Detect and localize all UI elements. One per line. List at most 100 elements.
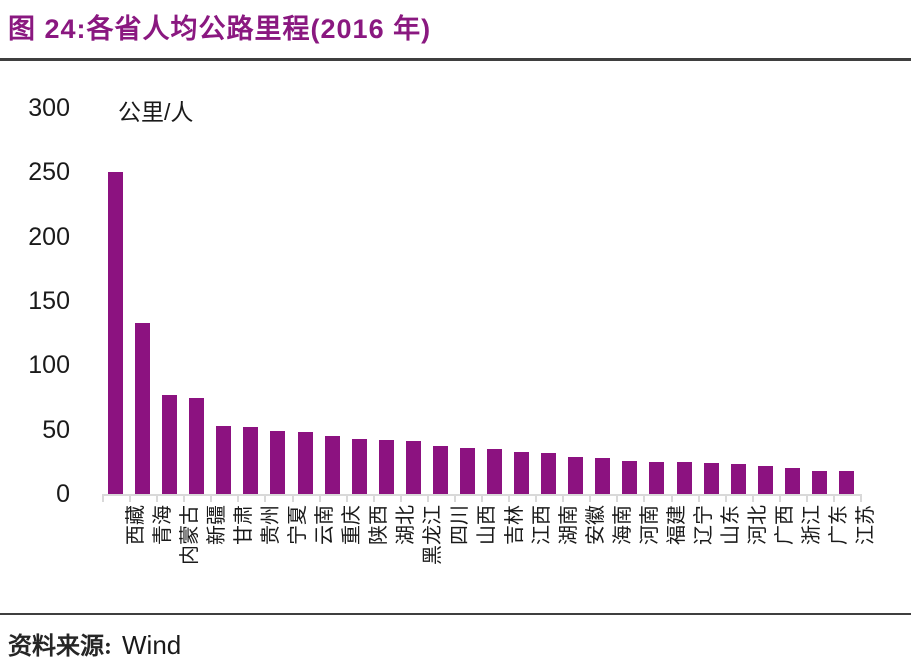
x-axis-label-贵州: 贵州 [259, 505, 282, 545]
bar-辽宁 [676, 461, 692, 494]
y-axis-unit-label: 公里/人 [118, 99, 194, 125]
x-axis-label-福建: 福建 [665, 505, 688, 545]
x-axis-tick-mark [264, 494, 267, 502]
x-axis-tick-mark [670, 494, 673, 502]
x-axis-label-陕西: 陕西 [368, 505, 391, 545]
bar-河南 [622, 460, 638, 494]
bar-云南 [297, 432, 313, 494]
x-axis-tick-mark [724, 494, 727, 502]
x-axis-label-江西: 江西 [530, 505, 553, 545]
x-axis-label-内蒙古: 内蒙古 [178, 505, 201, 565]
y-axis-tick-label: 250 [28, 158, 70, 187]
y-axis-tick-label: 100 [28, 351, 70, 380]
x-axis-label-江苏: 江苏 [855, 505, 878, 545]
bar-湖北 [378, 439, 394, 494]
x-axis-label-宁夏: 宁夏 [286, 505, 309, 545]
x-axis-label-海南: 海南 [611, 505, 634, 545]
x-axis-label-吉林: 吉林 [503, 505, 526, 545]
bar-山东 [703, 463, 719, 494]
x-axis-tick-mark [562, 494, 565, 502]
x-axis-tick-mark [291, 494, 294, 502]
x-axis-label-山西: 山西 [476, 505, 499, 545]
y-axis-tick-label: 300 [28, 94, 70, 122]
x-axis-tick-mark [616, 494, 619, 502]
x-axis-label-安徽: 安徽 [584, 505, 607, 545]
x-axis-tick-mark [372, 494, 375, 502]
bar-黑龙江 [405, 441, 421, 494]
y-axis-tick-label: 0 [56, 480, 70, 508]
bar-重庆 [324, 436, 340, 494]
bar-福建 [649, 461, 665, 494]
x-axis-label-河北: 河北 [747, 505, 770, 545]
x-axis-tick-mark [805, 494, 808, 502]
x-axis-label-广西: 广西 [774, 505, 797, 545]
x-axis-tick-mark [129, 494, 132, 502]
bar-甘肃 [216, 425, 232, 494]
bar-广东 [811, 470, 827, 494]
x-axis-label-湖北: 湖北 [395, 505, 418, 545]
x-axis-tick-mark [210, 494, 213, 502]
x-axis-tick-mark [453, 494, 456, 502]
x-axis-label-云南: 云南 [314, 505, 337, 545]
x-axis-tick-mark [399, 494, 402, 502]
bar-河北 [730, 464, 746, 494]
bar-山西 [459, 447, 475, 494]
bar-安徽 [568, 456, 584, 494]
x-axis-label-四川: 四川 [449, 505, 472, 545]
y-axis-tick-label: 150 [28, 287, 70, 315]
bar-江西 [514, 451, 530, 494]
x-axis-label-浙江: 浙江 [801, 505, 824, 545]
source-label: 资料来源: [8, 634, 112, 660]
x-axis-label-河南: 河南 [638, 505, 661, 545]
bar-广西 [757, 465, 773, 494]
bar-湖南 [541, 452, 557, 494]
x-axis-label-辽宁: 辽宁 [693, 505, 716, 545]
x-axis-tick-mark [426, 494, 429, 502]
x-axis-label-甘肃: 甘肃 [232, 505, 255, 545]
x-axis-label-西藏: 西藏 [124, 505, 147, 545]
x-axis-tick-mark [535, 494, 538, 502]
bar-青海 [135, 322, 151, 494]
x-axis-label-重庆: 重庆 [341, 505, 364, 545]
x-axis-tick-mark [318, 494, 321, 502]
x-axis-tick-mark [589, 494, 592, 502]
footer-divider-line [0, 613, 911, 615]
bar-贵州 [243, 427, 259, 494]
x-axis-tick-mark [345, 494, 348, 502]
y-axis-tick-label: 200 [28, 222, 70, 251]
x-axis-label-山东: 山东 [720, 505, 743, 545]
x-axis-tick-mark [778, 494, 781, 502]
bar-西藏 [108, 172, 124, 494]
bar-宁夏 [270, 430, 286, 494]
x-axis-label-黑龙江: 黑龙江 [422, 505, 445, 565]
x-axis-tick-mark [237, 494, 240, 502]
bar-江苏 [838, 470, 854, 494]
x-axis-tick-mark [183, 494, 186, 502]
x-axis-tick-mark [751, 494, 754, 502]
x-axis-label-新疆: 新疆 [205, 505, 228, 545]
figure-title: 图 24:各省人均公路里程(2016 年) [8, 14, 432, 44]
bar-浙江 [784, 468, 800, 494]
bar-内蒙古 [162, 394, 178, 494]
x-axis-tick-mark [832, 494, 835, 502]
x-axis-tick-mark [860, 494, 862, 502]
bar-吉林 [487, 448, 503, 494]
x-axis-tick-mark [156, 494, 159, 502]
source-name: Wind [122, 630, 182, 660]
title-divider-line [0, 58, 911, 61]
x-axis-tick-mark [481, 494, 483, 502]
bar-四川 [432, 446, 448, 494]
x-axis-tick-mark [697, 494, 700, 502]
x-axis-label-湖南: 湖南 [557, 505, 580, 545]
bar-新疆 [189, 397, 205, 494]
y-axis-tick-label: 50 [42, 415, 70, 444]
x-axis-tick-mark [643, 494, 646, 502]
bar-海南 [595, 457, 611, 494]
x-axis-tick-mark [508, 494, 511, 502]
bar-陕西 [351, 438, 367, 494]
x-axis-label-广东: 广东 [828, 505, 851, 545]
x-axis-label-青海: 青海 [151, 505, 174, 545]
source-attribution: 资料来源: Wind [8, 626, 181, 661]
x-axis-tick-mark [102, 494, 104, 502]
